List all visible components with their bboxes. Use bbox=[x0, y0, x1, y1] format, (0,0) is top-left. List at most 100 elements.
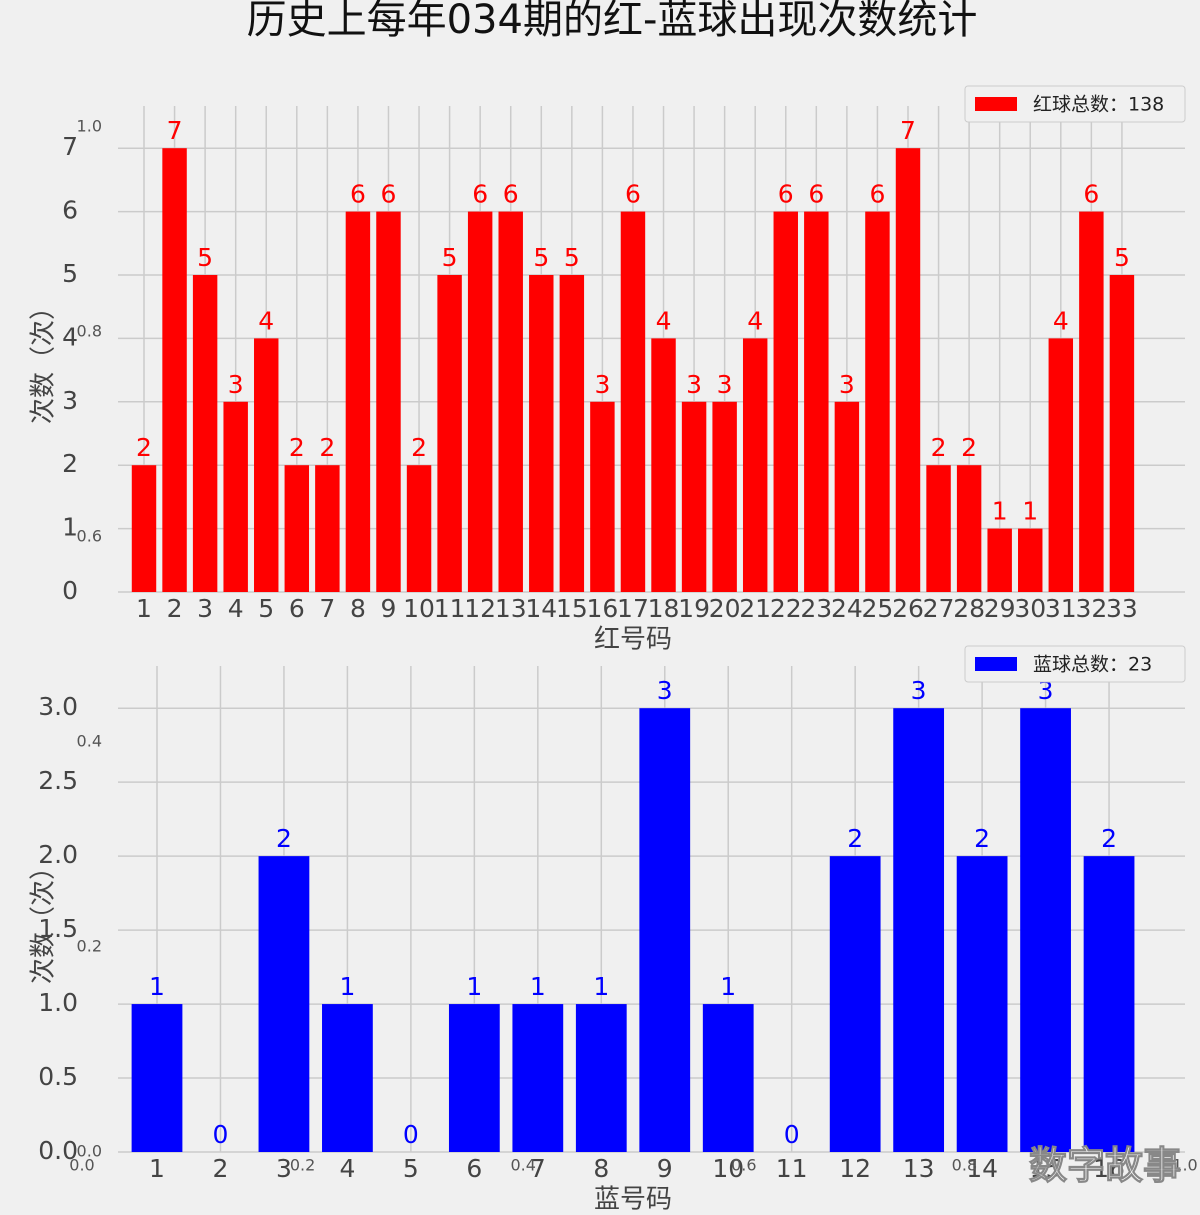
x-tick-label: 25 bbox=[862, 594, 894, 623]
ghost-x-tick-label: 0.2 bbox=[290, 1156, 315, 1175]
bar bbox=[1083, 856, 1135, 1152]
value-label: 0 bbox=[403, 1120, 419, 1149]
value-label: 5 bbox=[564, 243, 580, 272]
value-label: 1 bbox=[466, 972, 482, 1001]
x-tick-label: 31 bbox=[1045, 594, 1077, 623]
value-label: 5 bbox=[1114, 243, 1130, 272]
bar bbox=[956, 465, 982, 592]
bar bbox=[498, 211, 523, 592]
x-tick-label: 12 bbox=[839, 1154, 871, 1183]
bar bbox=[376, 211, 401, 592]
bar bbox=[529, 274, 554, 592]
bar bbox=[1020, 708, 1071, 1152]
x-tick-label: 16 bbox=[1093, 1154, 1125, 1183]
value-label: 2 bbox=[1101, 824, 1117, 853]
value-label: 1 bbox=[339, 972, 355, 1001]
value-label: 2 bbox=[931, 433, 947, 462]
x-tick-label: 5 bbox=[258, 594, 274, 623]
x-tick-label: 32 bbox=[1075, 594, 1107, 623]
y-tick-label: 6 bbox=[62, 196, 78, 225]
y-tick-label: 7 bbox=[62, 132, 78, 161]
value-label: 3 bbox=[686, 370, 702, 399]
bar bbox=[702, 1004, 754, 1152]
x-tick-label: 8 bbox=[593, 1154, 609, 1183]
bar bbox=[1079, 211, 1104, 592]
value-label: 1 bbox=[530, 972, 546, 1001]
bar bbox=[651, 338, 676, 592]
value-label: 5 bbox=[197, 243, 213, 272]
bar bbox=[284, 465, 310, 592]
bar bbox=[258, 856, 310, 1152]
bar bbox=[131, 465, 157, 592]
value-label: 6 bbox=[808, 180, 824, 209]
bar bbox=[512, 1004, 564, 1152]
value-label: 1 bbox=[1022, 497, 1038, 526]
value-label: 4 bbox=[1053, 306, 1069, 335]
ghost-y-tick-label: 0.0 bbox=[77, 1142, 102, 1161]
bar bbox=[773, 211, 798, 592]
value-label: 2 bbox=[411, 433, 427, 462]
ghost-y-tick-label: 0.2 bbox=[77, 937, 102, 956]
value-label: 1 bbox=[149, 972, 165, 1001]
bar bbox=[322, 1004, 373, 1152]
bar bbox=[893, 708, 945, 1152]
legend-label: 蓝球总数：23 bbox=[1033, 654, 1152, 676]
value-label: 1 bbox=[720, 972, 736, 1001]
bar bbox=[437, 274, 462, 592]
x-tick-label: 7 bbox=[319, 594, 335, 623]
ghost-y-tick-label: 0.4 bbox=[77, 732, 102, 751]
y-axis-label: 次数（次） bbox=[29, 854, 59, 984]
bar bbox=[1048, 338, 1074, 592]
bar bbox=[926, 465, 951, 592]
value-label: 0 bbox=[213, 1120, 229, 1149]
bar bbox=[590, 401, 615, 592]
value-label: 6 bbox=[472, 180, 488, 209]
y-tick-label: 1.0 bbox=[38, 988, 78, 1017]
x-tick-label: 13 bbox=[903, 1154, 935, 1183]
y-tick-label: 1.5 bbox=[38, 914, 78, 943]
bar bbox=[834, 401, 860, 592]
x-tick-label: 4 bbox=[339, 1154, 355, 1183]
ghost-x-tick-label: 0.8 bbox=[952, 1156, 977, 1175]
x-tick-label: 16 bbox=[586, 594, 618, 623]
bar bbox=[223, 401, 248, 592]
value-label: 6 bbox=[381, 180, 397, 209]
bar bbox=[742, 338, 768, 592]
value-label: 6 bbox=[350, 180, 366, 209]
value-label: 6 bbox=[1083, 180, 1099, 209]
y-tick-label: 1 bbox=[62, 513, 78, 542]
value-label: 3 bbox=[657, 676, 673, 705]
y-tick-label: 0 bbox=[62, 576, 78, 605]
ghost-x-tick-label: 0.6 bbox=[731, 1156, 756, 1175]
bar bbox=[467, 211, 493, 592]
value-label: 5 bbox=[533, 243, 549, 272]
legend-box bbox=[964, 645, 1186, 683]
value-label: 5 bbox=[442, 243, 458, 272]
bar bbox=[1109, 274, 1135, 592]
x-tick-label: 4 bbox=[228, 594, 244, 623]
x-tick-label: 6 bbox=[466, 1154, 482, 1183]
value-label: 2 bbox=[319, 433, 335, 462]
x-tick-label: 14 bbox=[525, 594, 557, 623]
value-label: 4 bbox=[258, 306, 274, 335]
bar bbox=[315, 465, 340, 592]
y-tick-label: 2 bbox=[62, 449, 78, 478]
x-tick-label: 5 bbox=[403, 1154, 419, 1183]
value-label: 7 bbox=[167, 116, 183, 145]
x-tick-label: 3 bbox=[197, 594, 213, 623]
y-tick-label: 3.0 bbox=[38, 692, 78, 721]
legend-swatch bbox=[975, 97, 1017, 111]
y-tick-label: 2.5 bbox=[38, 766, 78, 795]
bar bbox=[829, 856, 881, 1152]
value-label: 0 bbox=[784, 1120, 800, 1149]
x-tick-label: 18 bbox=[648, 594, 680, 623]
x-tick-label: 28 bbox=[953, 594, 985, 623]
ghost-y-tick-label: 1.0 bbox=[77, 117, 102, 136]
x-tick-label: 14 bbox=[966, 1154, 998, 1183]
value-label: 3 bbox=[1038, 676, 1054, 705]
value-label: 3 bbox=[717, 370, 733, 399]
y-tick-label: 3 bbox=[62, 386, 78, 415]
x-tick-label: 10 bbox=[403, 594, 435, 623]
x-tick-label: 17 bbox=[617, 594, 649, 623]
